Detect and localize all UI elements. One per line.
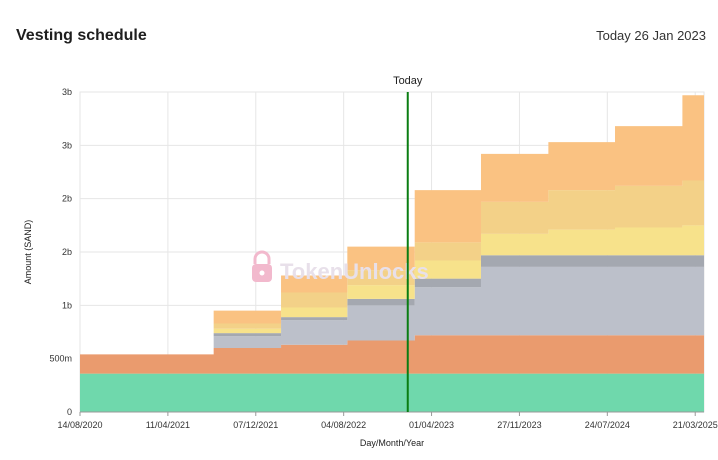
y-tick-label: 3b [62,140,72,150]
today-marker: Today [393,75,423,412]
x-tick-label: 21/03/2025 [673,420,718,430]
chart-axes: 0 500m 1b 2b 2b 3b 3b 14/08/2020 11/04/2021 07/12… [23,87,718,448]
y-tick-label: 3b [62,87,72,97]
y-tick-label: 2b [62,247,72,257]
y-tick-label: 0 [67,407,72,417]
area-series-3 [80,266,704,355]
area-series-5 [80,225,704,355]
area-series-6 [80,180,704,355]
y-tick-label: 2b [62,194,72,204]
area-series-1 [80,373,704,412]
today-value: 26 Jan 2023 [634,28,706,43]
area-series-4 [80,255,704,355]
chart-areas [80,95,704,412]
watermark: TokenUnlocks [252,250,429,284]
area-series-2 [80,335,704,374]
x-tick-label: 04/08/2022 [321,420,366,430]
y-tick-label: 500m [49,354,72,364]
y-axis-label: Amount (SAND) [23,220,33,285]
x-tick-label: 07/12/2021 [233,420,278,430]
x-tick-label: 11/04/2021 [146,420,190,430]
x-tick-label: 14/08/2020 [57,420,102,430]
today-date: Today 26 Jan 2023 [596,28,706,43]
y-tick-label: 1b [62,300,72,310]
x-axis-label: Day/Month/Year [360,438,424,448]
today-prefix: Today [596,28,631,43]
x-tick-label: 24/07/2024 [585,420,630,430]
today-label: Today [393,75,423,87]
x-tick-label: 27/11/2023 [497,420,541,430]
page-title: Vesting schedule [16,27,147,44]
watermark-text: TokenUnlocks [280,259,429,284]
x-tick-label: 01/04/2023 [409,420,454,430]
area-series-7 [80,95,704,355]
lock-icon [252,250,272,282]
